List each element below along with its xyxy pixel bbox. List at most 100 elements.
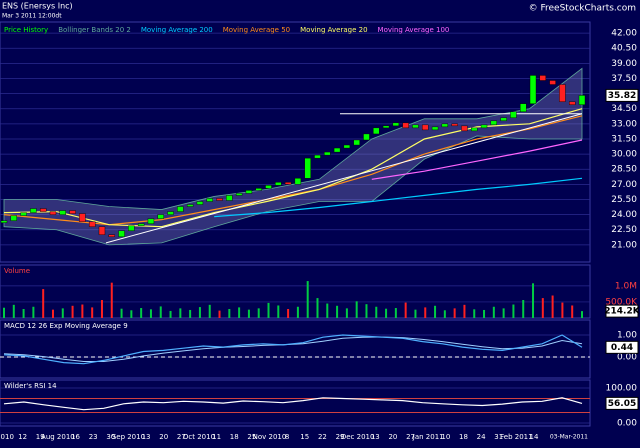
signal-line [3, 336, 583, 362]
legend-entry: Moving Average 200 [141, 26, 213, 34]
x-tick-label: 13 [142, 433, 151, 441]
last-value-label: 0.44 [611, 343, 633, 353]
volume-bar [149, 309, 152, 318]
legend-entry: Moving Average 100 [378, 26, 450, 34]
panel-frame [0, 379, 591, 427]
x-tick-label: 16 [71, 433, 80, 441]
candle [520, 103, 527, 112]
y-tick-label: 40.50 [611, 44, 637, 54]
legend-entry: Bollinger Bands 20 2 [58, 26, 131, 34]
candle [118, 230, 125, 237]
volume-bar [100, 300, 103, 318]
x-tick-label: 19 [36, 433, 45, 441]
candle [461, 125, 468, 132]
panel-title: MACD 12 26 Exp Moving Average 9 [4, 322, 128, 330]
x-tick-label: 12 [18, 433, 27, 441]
y-tick-label: 39.00 [611, 59, 637, 69]
y-tick-label: 25.50 [611, 195, 637, 205]
y-tick-label: 0.00 [617, 353, 637, 363]
y-tick-label: 0.00 [617, 418, 637, 428]
volume-bar [512, 304, 515, 318]
candle [549, 80, 556, 85]
volume-bar [110, 282, 113, 318]
candle [510, 111, 517, 118]
candle [559, 84, 566, 102]
volume-bar [208, 304, 211, 318]
bollinger-band [3, 67, 583, 246]
y-tick-label: 27.00 [611, 180, 637, 190]
x-tick-label: 20 [159, 433, 168, 441]
volume-bar [51, 309, 54, 318]
candle [69, 210, 76, 214]
candle [235, 193, 243, 196]
volume-bar [365, 304, 368, 318]
volume-bar [394, 308, 397, 318]
y-tick-label: 1.00 [617, 330, 637, 340]
volume-bar [522, 300, 525, 318]
volume-bar [385, 308, 388, 318]
candle [422, 124, 429, 131]
volume-bar [120, 308, 123, 318]
candle [373, 127, 380, 135]
y-tick-label: 28.50 [611, 165, 637, 175]
candle [402, 122, 409, 129]
candle [147, 218, 155, 224]
volume-bar [345, 308, 348, 318]
y-tick-label: 1.0M [615, 281, 637, 291]
x-tick-label: 25 [247, 433, 256, 441]
moving-average [214, 177, 583, 218]
x-tick-label: 27 [406, 433, 415, 441]
candle [490, 120, 498, 126]
candle [59, 210, 66, 215]
candle [177, 206, 184, 212]
volume-bar [159, 306, 162, 318]
y-tick-label: 30.00 [611, 150, 637, 160]
volume-bar [71, 305, 74, 318]
volume-bar [453, 308, 456, 318]
candle [206, 198, 213, 202]
x-tick-label: 11 [212, 433, 221, 441]
x-tick-label: 30 [106, 433, 115, 441]
candle [0, 220, 8, 223]
candle [284, 182, 292, 185]
candle [88, 221, 96, 227]
panel-title: Wilder's RSI 14 [4, 382, 57, 390]
volume-bar [443, 310, 446, 318]
volume-bar [179, 308, 182, 318]
volume-bar [532, 283, 535, 318]
volume-bar [561, 302, 564, 318]
candle [49, 211, 57, 215]
volume-bar [355, 301, 358, 318]
x-tick-label: Oct 2010 [183, 433, 215, 441]
volume-bar [198, 307, 201, 318]
volume-bar [3, 307, 5, 318]
candle [392, 122, 400, 127]
volume-bar [287, 309, 290, 318]
x-tick-label: 22 [318, 433, 327, 441]
volume-bar [267, 302, 270, 318]
volume-bar [296, 306, 299, 318]
volume-bar [130, 310, 133, 318]
x-tick-label: 24 [477, 433, 486, 441]
x-tick-label: Feb 2011 [500, 433, 532, 441]
indicator-line [3, 397, 583, 411]
volume-bar [238, 307, 241, 318]
volume-bar [404, 302, 407, 318]
candle [451, 123, 458, 127]
volume-bar [581, 311, 583, 318]
candle [10, 215, 17, 221]
y-tick-label: 31.50 [611, 134, 637, 144]
y-tick-label: 42.00 [611, 29, 637, 39]
x-tick-label: 2010 [0, 433, 14, 441]
x-tick-label: Jan 2011 [412, 433, 444, 441]
volume-bar [169, 310, 172, 318]
candle [578, 95, 586, 105]
volume-bar [257, 308, 260, 318]
volume-bar [375, 306, 378, 318]
candle [39, 208, 47, 212]
panel-frame [0, 319, 591, 379]
candle [275, 182, 282, 186]
x-tick-label: 29 [336, 433, 345, 441]
x-tick-label: 18 [459, 433, 468, 441]
candle [539, 75, 547, 81]
